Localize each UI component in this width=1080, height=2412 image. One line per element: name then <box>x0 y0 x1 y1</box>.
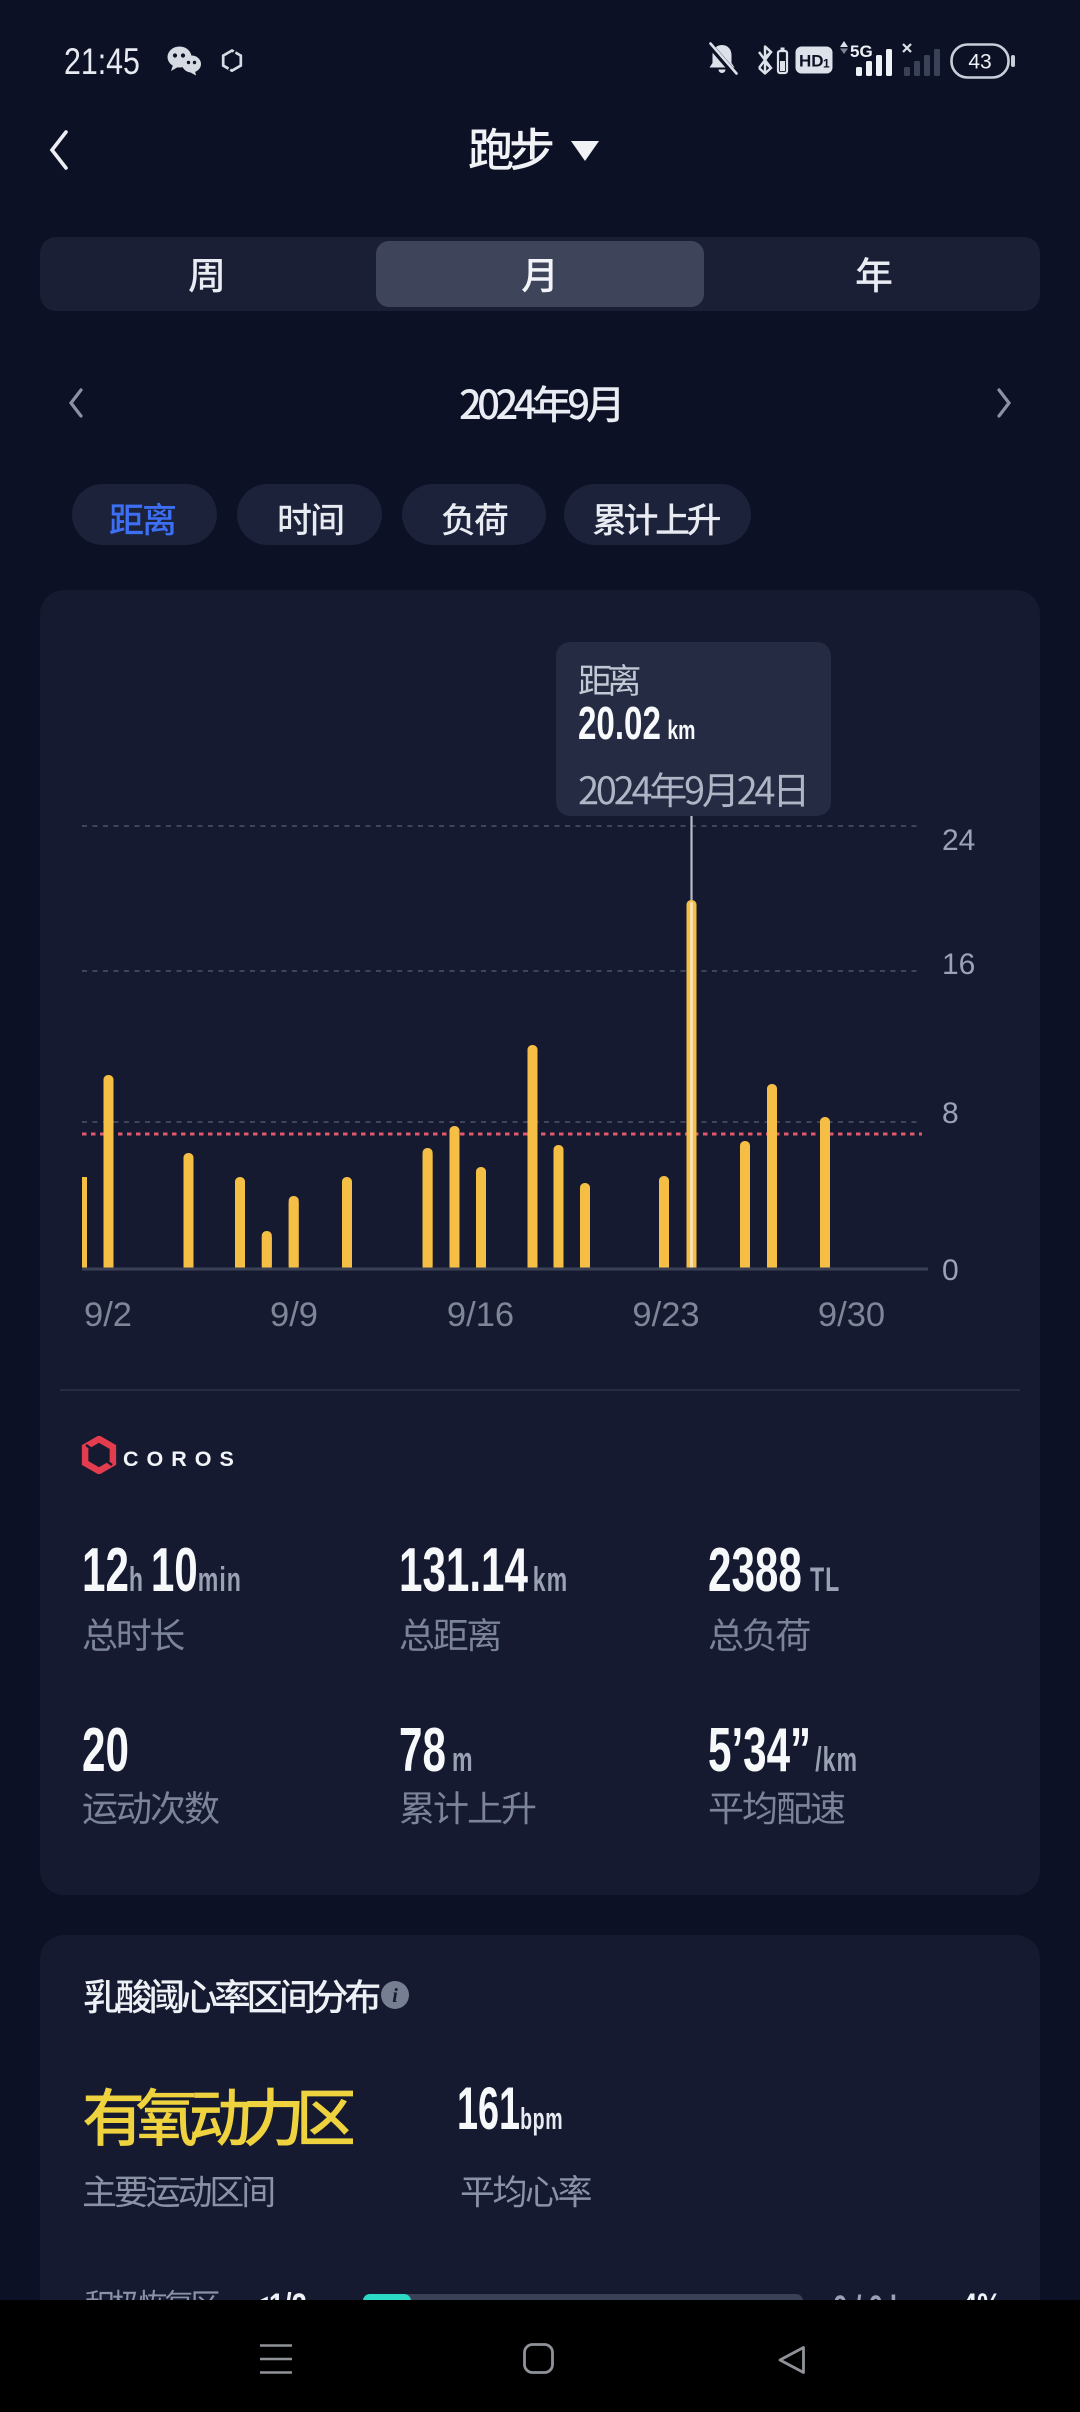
svg-text:i: i <box>392 1985 398 2007</box>
svg-text:HD: HD <box>799 52 824 71</box>
svg-text:24: 24 <box>942 824 975 857</box>
svg-text:16: 16 <box>942 948 975 981</box>
svg-text:8: 8 <box>942 1097 959 1130</box>
svg-text:1: 1 <box>823 57 830 71</box>
svg-text:5G: 5G <box>850 42 873 61</box>
svg-text:9/30: 9/30 <box>818 1296 885 1334</box>
svg-text:9/9: 9/9 <box>270 1296 318 1334</box>
svg-text:9/2: 9/2 <box>84 1296 132 1334</box>
svg-text:43: 43 <box>968 51 991 74</box>
svg-text:0: 0 <box>942 1254 959 1287</box>
svg-text:9/16: 9/16 <box>447 1296 514 1334</box>
svg-text:9/23: 9/23 <box>632 1296 699 1334</box>
